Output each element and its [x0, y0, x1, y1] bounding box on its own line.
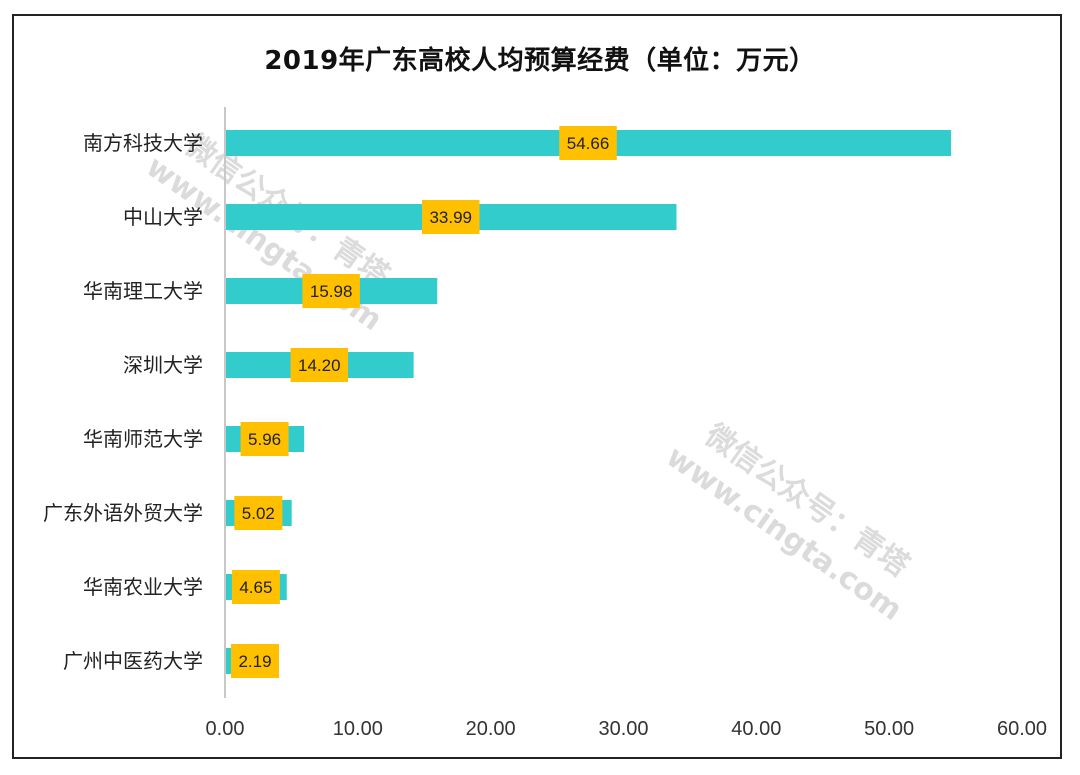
category-label: 广东外语外贸大学: [43, 501, 203, 525]
value-label: 2.19: [238, 652, 271, 671]
x-tick-label: 30.00: [598, 718, 648, 740]
x-tick-label: 20.00: [466, 718, 516, 740]
value-label-bg: [231, 570, 280, 604]
category-label: 南方科技大学: [83, 131, 203, 155]
x-tick-label: 10.00: [333, 718, 383, 740]
value-label-bg: [240, 422, 289, 456]
category-label: 广州中医药大学: [63, 649, 203, 673]
category-label: 华南师范大学: [83, 427, 203, 451]
value-label: 33.99: [429, 208, 472, 227]
x-tick-label: 60.00: [997, 718, 1047, 740]
chart-title: 2019年广东高校人均预算经费（单位：万元）: [264, 46, 816, 76]
category-label: 深圳大学: [123, 353, 203, 377]
value-label-bg: [231, 644, 279, 678]
value-label: 54.66: [567, 134, 610, 153]
value-label: 14.20: [298, 356, 341, 375]
x-tick-label: 50.00: [864, 718, 914, 740]
value-label-bg: [290, 348, 349, 382]
category-label: 华南理工大学: [83, 279, 203, 303]
category-label: 中山大学: [123, 205, 203, 229]
category-label: 华南农业大学: [83, 575, 203, 599]
value-label-bg: [234, 496, 283, 530]
value-label-bg: [302, 274, 360, 308]
value-label: 15.98: [310, 282, 353, 301]
value-label-bg: [559, 126, 617, 160]
value-label-bg: [422, 200, 480, 234]
x-tick-label: 0.00: [206, 718, 245, 740]
x-tick-label: 40.00: [731, 718, 781, 740]
value-label: 5.02: [242, 504, 275, 523]
value-label: 5.96: [248, 430, 281, 449]
value-label: 4.65: [239, 578, 272, 597]
